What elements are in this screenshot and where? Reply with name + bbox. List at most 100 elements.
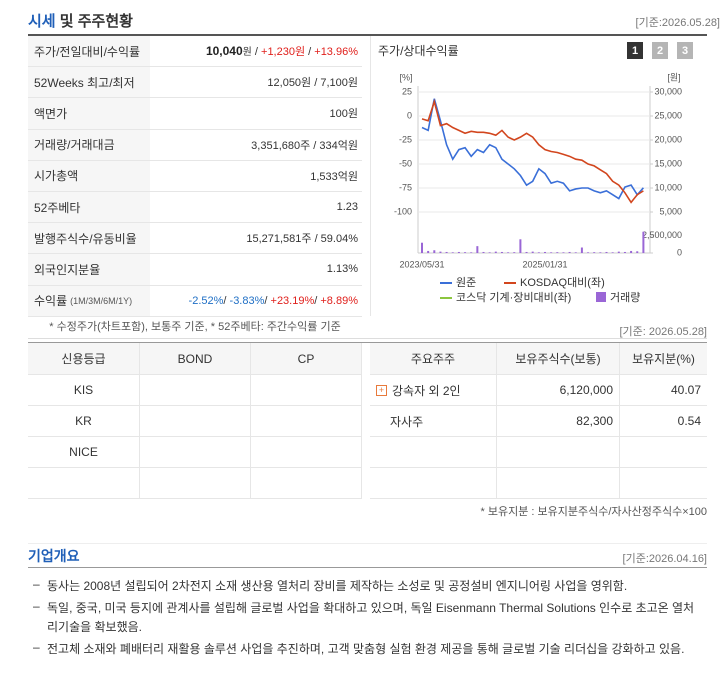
date: [기준:2026.05.28] <box>635 17 720 29</box>
agency: KIS <box>28 375 140 406</box>
value-part: / <box>223 294 230 307</box>
legend-swatch <box>596 292 606 302</box>
bullet: – <box>33 577 40 591</box>
overview-rule <box>28 567 707 568</box>
table-cell <box>251 375 362 406</box>
label-text: 액면가 <box>34 106 68 121</box>
table-cell <box>497 468 620 499</box>
x-tick-label: 2025/01/31 <box>522 259 567 269</box>
label-text: 수익률 <box>34 294 68 309</box>
row-value: 15,271,581주 / 59.04% <box>150 230 362 246</box>
overview-date: [기준:2026.04.16] <box>622 553 707 565</box>
holder-ratio: 0.54 <box>677 414 701 428</box>
volume-bar <box>500 251 503 253</box>
row-label: 주가/전일대비/수익률 <box>28 36 150 67</box>
holder-shares: 6,120,000 <box>559 383 613 397</box>
overview-item: 동사는 2008년 설립되어 2차전지 소재 생산용 열처리 장비를 제작하는 … <box>47 579 628 593</box>
row-label: 수익률 (1M/3M/6M/1Y) <box>28 285 150 316</box>
row-value: 100원 <box>150 105 362 121</box>
quote-row: 수익률 (1M/3M/6M/1Y) -2.52%/ -3.83%/ +23.19%/… <box>28 285 362 317</box>
row-value: 1.13% <box>150 263 362 275</box>
volume-bar <box>439 251 442 253</box>
y-tick-label: 25 <box>402 86 412 96</box>
volume-bar <box>537 252 540 253</box>
volume-bar <box>580 247 583 253</box>
agency: NICE <box>28 437 140 468</box>
table-cell <box>140 437 251 468</box>
volume-bar <box>464 252 467 253</box>
y2-unit: [원] <box>667 72 680 82</box>
y2-tick-label: 20,000 <box>654 134 682 144</box>
row-value: 10,040원 / +1,230원 / +13.96% <box>150 43 362 59</box>
row-value: 1,533억원 <box>150 168 362 184</box>
table-cell: 0.54 <box>620 406 707 437</box>
quote-row: 외국인지분율 1.13% <box>28 254 362 286</box>
row-label: 거래량/거래대금 <box>28 129 150 160</box>
row-label: 액면가 <box>28 98 150 129</box>
volume-bar <box>605 251 608 253</box>
top-rule <box>28 34 707 36</box>
table-cell: 자사주 <box>370 406 497 437</box>
table-cell: 40.07 <box>620 375 707 406</box>
table-cell <box>620 437 707 468</box>
tab[interactable] <box>677 42 693 59</box>
value-part: -3.83% <box>229 294 265 307</box>
volume-bar <box>519 239 522 253</box>
panel-divider <box>370 36 371 316</box>
holder-shares: 82,300 <box>576 414 613 428</box>
row-value: 3,351,680주 / 334억원 <box>150 137 362 153</box>
section-gap <box>28 543 707 544</box>
value-part: -2.52% <box>188 294 224 307</box>
table-header: 신용등급 <box>28 343 140 375</box>
volume-bar <box>445 251 448 253</box>
value-part: / <box>264 294 271 307</box>
quote-row: 52주베타 1.23 <box>28 192 362 224</box>
row-label: 52Weeks 최고/최저 <box>28 67 150 98</box>
value-part: 1.13% <box>326 263 358 276</box>
value-part: 원 <box>242 47 252 59</box>
row-label: 52주베타 <box>28 192 150 223</box>
volume-bar <box>562 252 565 253</box>
y2-tick-label: 25,000 <box>654 110 682 120</box>
value-part: +13.96% <box>314 46 358 59</box>
quote-note: * 수정주가(차트포함), 보통주 기준, * 52주베타: 주간수익률 기준 <box>49 321 341 333</box>
value-part: / <box>251 46 262 59</box>
volume-bar <box>470 252 473 253</box>
overview-item: 전고체 소재와 폐배터리 재활용 솔루션 사업을 추진하며, 고객 맞춤형 실험… <box>47 642 685 656</box>
volume-bar <box>544 251 546 253</box>
tab[interactable] <box>627 42 643 59</box>
value-part: +1,230원 <box>261 46 306 59</box>
y2-tick-label: 5,000 <box>659 206 682 216</box>
holder-note: * 보유지분 : 보유지분주식수/자사산정주식수×100 <box>480 506 708 518</box>
bullet: – <box>33 599 40 613</box>
legend-label: KOSDAQ대비(좌) <box>520 276 605 289</box>
tab[interactable] <box>652 42 668 59</box>
holder-ratio: 40.07 <box>670 383 701 397</box>
volume-bar <box>574 252 577 253</box>
quote-row: 액면가 100원 <box>28 98 362 130</box>
table-cell <box>251 437 362 468</box>
series-line <box>421 98 644 204</box>
table-header: 주요주주 <box>370 343 497 375</box>
volume-bar <box>451 252 454 253</box>
volume-bar <box>513 252 516 253</box>
legend-label: 원준 <box>456 276 476 289</box>
expand-icon[interactable]: + <box>376 384 387 396</box>
table-cell <box>251 468 362 499</box>
x-tick-label: 2023/05/31 <box>399 259 444 269</box>
volume-bar <box>630 250 633 253</box>
title-accent: 시세 <box>28 13 56 30</box>
legend-label: 거래량 <box>610 291 640 304</box>
y-tick-label: 0 <box>407 110 412 120</box>
quote-row: 주가/전일대비/수익률 10,040원 / +1,230원 / +13.96% <box>28 36 362 68</box>
row-value: -2.52%/ -3.83%/ +23.19%/ +8.89% <box>150 295 362 307</box>
holders-date: [기준: 2026.05.28] <box>619 326 707 338</box>
y-tick-label: -75 <box>399 182 412 192</box>
volume-bar <box>550 252 553 253</box>
agency: KR <box>28 406 140 437</box>
tab-label: 2 <box>657 45 663 57</box>
y2-tick-label: 30,000 <box>654 86 682 96</box>
volume-bar <box>611 252 614 253</box>
quote-row: 거래량/거래대금 3,351,680주 / 334억원 <box>28 129 362 161</box>
